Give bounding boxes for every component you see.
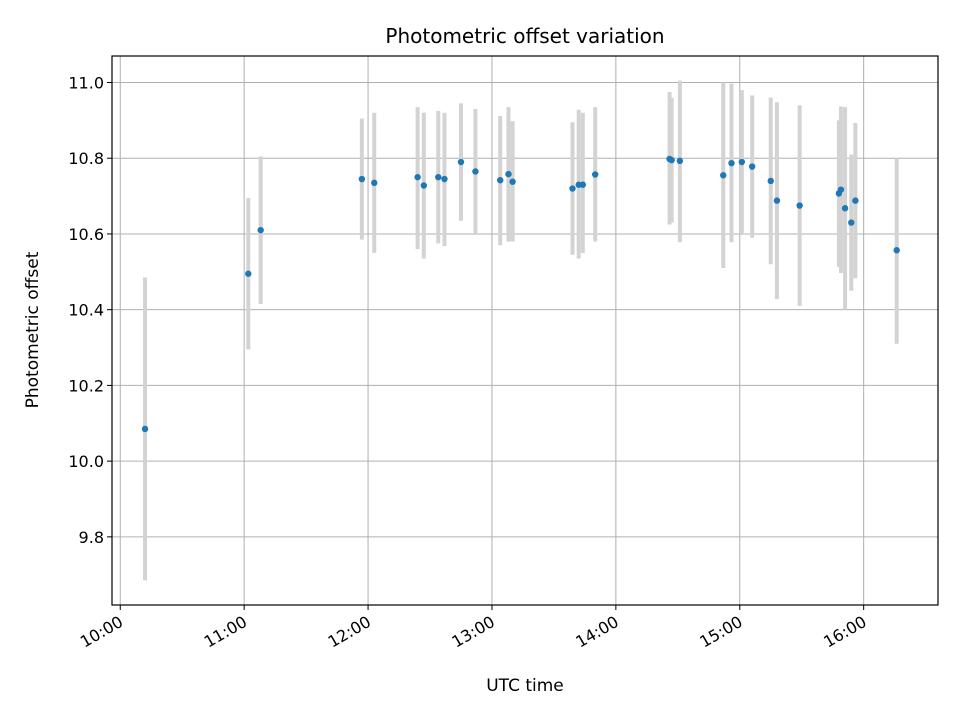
data-point xyxy=(420,182,428,189)
y-tick-label: 10.6 xyxy=(68,225,104,244)
data-point xyxy=(738,158,746,166)
y-axis-label: Photometric offset xyxy=(23,251,43,408)
data-point xyxy=(668,156,675,164)
data-point xyxy=(245,270,252,277)
y-tick-label: 11.0 xyxy=(68,74,104,93)
data-point xyxy=(441,175,448,183)
data-point xyxy=(773,197,781,204)
data-point xyxy=(358,175,366,183)
data-point xyxy=(505,170,512,178)
data-point xyxy=(472,168,479,175)
data-points xyxy=(141,155,900,433)
chart-title: Photometric offset variation xyxy=(385,24,664,48)
y-tick-label: 10.0 xyxy=(68,452,104,471)
data-point xyxy=(509,178,516,185)
y-tick-label: 9.8 xyxy=(79,528,104,547)
y-tick-label: 10.8 xyxy=(68,149,104,168)
data-point xyxy=(676,157,684,165)
data-point xyxy=(720,172,727,179)
data-point xyxy=(893,247,900,254)
grid xyxy=(112,56,938,605)
data-point xyxy=(852,197,859,204)
data-point xyxy=(767,177,774,185)
data-point xyxy=(579,181,587,188)
data-point xyxy=(837,186,845,193)
data-point xyxy=(371,179,378,187)
y-axis-ticks: 9.8 10.0 10.2 10.4 10.6 10.8 11.0 xyxy=(68,74,112,547)
data-point xyxy=(796,202,803,209)
data-point xyxy=(257,226,264,234)
data-point xyxy=(748,163,756,170)
data-point xyxy=(435,173,442,181)
data-point xyxy=(848,219,855,226)
data-point xyxy=(569,185,576,192)
plot-frame xyxy=(111,55,939,606)
y-tick-label: 10.4 xyxy=(68,301,104,320)
data-point xyxy=(592,171,599,178)
data-point xyxy=(414,173,421,181)
data-point xyxy=(497,176,504,184)
data-point xyxy=(728,159,735,167)
x-axis-label: UTC time xyxy=(486,676,564,696)
data-point xyxy=(457,158,465,166)
data-point xyxy=(841,205,849,212)
data-point xyxy=(141,425,149,433)
y-tick-label: 10.2 xyxy=(68,376,104,395)
